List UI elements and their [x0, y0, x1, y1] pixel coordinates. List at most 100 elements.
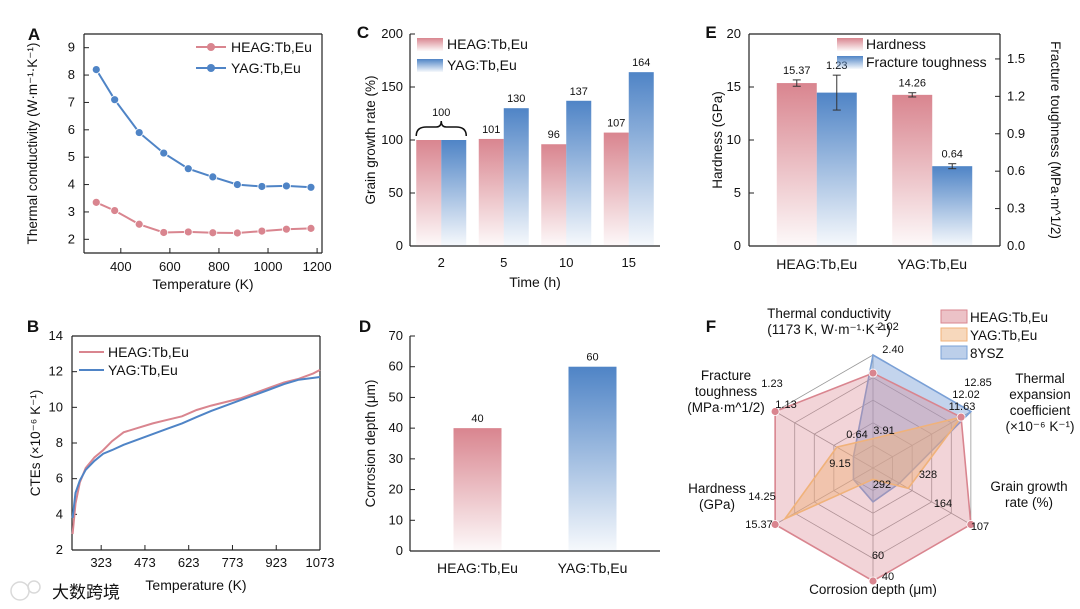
watermark-icon — [27, 580, 41, 594]
chart-f-axis-label: Fracture — [701, 368, 751, 383]
chart-c-x-tick-label: 15 — [622, 255, 636, 270]
chart-f-value-label: 107 — [971, 521, 989, 533]
chart-a-point — [306, 182, 316, 192]
chart-c-brace — [415, 120, 467, 137]
chart-f-legend-swatch — [940, 327, 968, 342]
chart-e-y-tick-label: 10 — [727, 132, 741, 147]
chart-f-point — [956, 412, 966, 422]
chart-c-xlabel: Time (h) — [509, 274, 561, 290]
chart-a-point — [159, 148, 169, 158]
chart-d-y-tick-label: 70 — [389, 328, 403, 343]
chart-b-series-line — [71, 369, 321, 535]
chart-f-axis-label: Corrosion depth (μm) — [809, 582, 937, 597]
chart-a-y-tick-label: 3 — [68, 204, 75, 219]
panel-label-a: A — [28, 25, 40, 44]
chart-b-x-tick-label: 323 — [90, 555, 112, 570]
chart-c-bar — [416, 140, 442, 246]
chart-a-series-line — [95, 201, 312, 235]
chart-f-value-label: 2.02 — [877, 321, 898, 333]
chart-a-point — [257, 182, 267, 191]
chart-e-legend-swatch — [837, 38, 863, 51]
chart-f-value-label: 164 — [934, 498, 952, 510]
chart-e-bar — [932, 166, 973, 246]
chart-f-legend-label: YAG:Tb,Eu — [970, 328, 1037, 343]
chart-a-point — [91, 65, 101, 74]
chart-c-bar — [541, 144, 567, 246]
chart-f-axis-label: (×10⁻⁶ K⁻¹) — [1006, 419, 1075, 434]
chart-d-y-tick-label: 50 — [389, 389, 403, 404]
chart-c-legend-label: HEAG:Tb,Eu — [447, 36, 528, 52]
chart-a-point — [134, 128, 144, 137]
chart-c-x-tick-label: 10 — [559, 255, 573, 270]
chart-c-y-tick-label: 100 — [381, 132, 403, 147]
chart-e-data-label: 15.37 — [783, 65, 811, 77]
chart-c-data-label: 96 — [548, 129, 560, 141]
chart-f-value-label: 328 — [919, 469, 937, 481]
chart-f-spoke — [872, 411, 972, 469]
chart-d-ylabel: Corrosion depth (μm) — [363, 380, 378, 508]
chart-a-point — [183, 164, 193, 174]
chart-b-x-tick-label: 1073 — [306, 555, 335, 570]
chart-f-axis-label: (GPa) — [699, 497, 735, 512]
chart-f-axis-label: Grain growth — [990, 479, 1067, 494]
panel-label-d: D — [359, 317, 371, 336]
chart-f-axis-label: (1173 K, W·m⁻¹·K⁻¹) — [767, 322, 891, 337]
chart-f-axis-label: rate (%) — [1005, 495, 1053, 510]
chart-a-point — [183, 227, 193, 237]
chart-f-point — [868, 368, 878, 378]
chart-a-legend-label: YAG:Tb,Eu — [231, 60, 301, 76]
chart-b-x-tick-label: 473 — [134, 555, 156, 570]
chart-b-y-tick-label: 12 — [49, 364, 63, 379]
chart-c-y-tick-label: 0 — [396, 238, 403, 253]
chart-a-point — [110, 206, 120, 215]
chart-a-ylabel: Thermal conductivity (W·m⁻¹·K⁻¹) — [25, 43, 40, 245]
chart-f-spoke — [774, 411, 874, 469]
chart-f-value-label: 2.40 — [882, 344, 903, 356]
chart-f-value-label: 12.02 — [952, 389, 980, 401]
chart-c-bar — [441, 140, 467, 246]
chart-d-y-tick-label: 40 — [389, 420, 403, 435]
chart-f-axis-label: Hardness — [688, 481, 746, 496]
chart-e-y2-tick-label: 0.9 — [1007, 126, 1025, 141]
chart-a-y-tick-label: 4 — [68, 177, 75, 192]
chart-f-legend-label: HEAG:Tb,Eu — [970, 310, 1048, 325]
chart-d-y-tick-label: 20 — [389, 482, 403, 497]
chart-f-point — [966, 520, 976, 529]
chart-b-y-tick-label: 14 — [49, 328, 63, 343]
chart-e-data-label: 14.26 — [898, 78, 926, 90]
chart-e-legend-label: Hardness — [866, 36, 926, 52]
chart-f-value-label: 14.25 — [748, 491, 776, 503]
chart-f-value-label: 3.91 — [873, 425, 894, 437]
chart-a-y-tick-label: 7 — [68, 94, 75, 109]
panel-label-e: E — [705, 23, 716, 42]
chart-b-ylabel: CTEs (×10⁻⁶ K⁻¹) — [28, 390, 43, 496]
chart-f-value-label: 1.13 — [775, 399, 796, 411]
chart-d-x-tick-label: YAG:Tb,Eu — [558, 560, 628, 576]
chart-c-bar — [478, 138, 504, 246]
chart-f-point — [770, 520, 780, 529]
chart-f-value-label: 15.37 — [745, 519, 773, 531]
chart-a-point — [208, 172, 218, 182]
chart-e-y-tick-label: 15 — [727, 79, 741, 94]
chart-c-x-tick-label: 5 — [500, 255, 507, 270]
chart-a-point — [91, 197, 101, 207]
chart-f-legend-swatch — [940, 309, 968, 324]
chart-a-point — [282, 181, 291, 191]
chart-d-bar — [453, 428, 502, 551]
watermark-logo — [10, 580, 41, 601]
chart-f-point — [868, 576, 878, 586]
chart-f-point — [770, 407, 780, 416]
chart-f-axis-label: (MPa·m^1/2) — [687, 400, 765, 415]
chart-e-ylabel: Hardness (GPa) — [710, 91, 725, 189]
chart-a-point — [232, 180, 242, 189]
chart-c-y-tick-label: 50 — [389, 185, 403, 200]
panel-label-b: B — [27, 317, 39, 336]
chart-b-x-tick-label: 923 — [265, 555, 287, 570]
chart-b-y-tick-label: 6 — [56, 471, 63, 486]
chart-d-data-label: 40 — [471, 413, 483, 425]
chart-c-legend-label: YAG:Tb,Eu — [447, 57, 517, 73]
chart-f-legend-swatch — [940, 345, 968, 360]
chart-c-data-label: 137 — [570, 86, 588, 98]
chart-e-bar — [816, 92, 857, 247]
chart-b-series-line — [71, 376, 321, 519]
